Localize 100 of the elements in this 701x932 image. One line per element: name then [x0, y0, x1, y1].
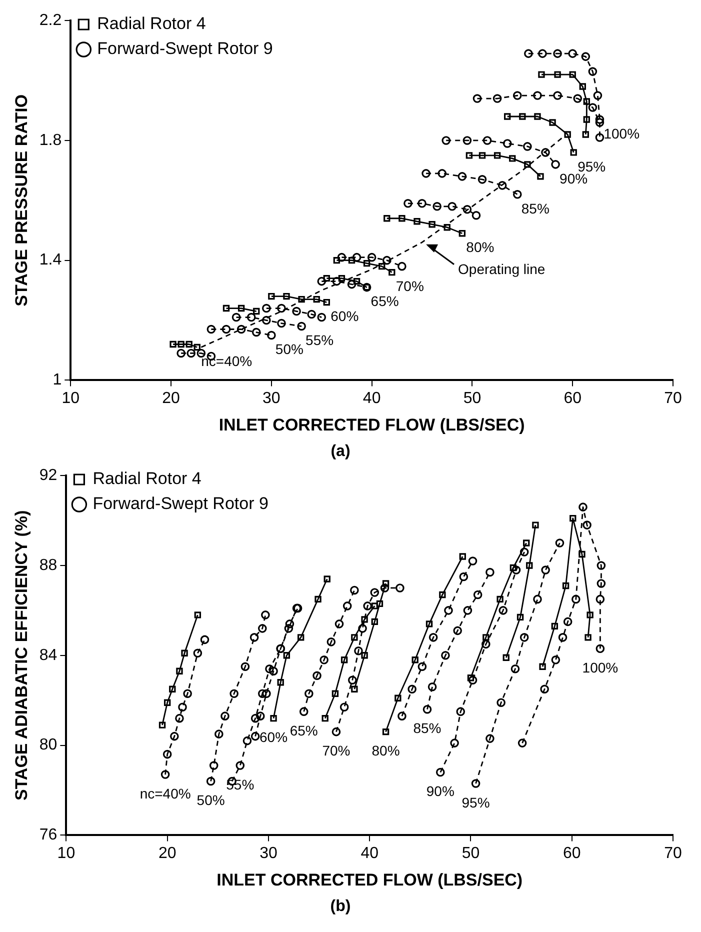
point	[549, 119, 556, 126]
point	[583, 98, 590, 105]
point	[467, 674, 474, 682]
point	[412, 656, 418, 664]
point	[570, 514, 576, 522]
point	[519, 113, 526, 120]
point	[526, 562, 533, 569]
point	[554, 71, 561, 78]
point	[414, 218, 420, 225]
x-tick-label: 60	[564, 390, 582, 408]
x-tick-label: 40	[362, 390, 381, 408]
point	[569, 71, 576, 78]
point	[181, 650, 188, 656]
y-tick-label: 1.8	[39, 132, 62, 149]
y-tick-label: 2.2	[39, 12, 62, 30]
point	[579, 83, 586, 90]
annotation: 70%	[322, 742, 350, 759]
annotation: nc=40%	[201, 353, 252, 370]
annotation: 85%	[521, 200, 550, 216]
annotation: 70%	[396, 278, 424, 294]
point	[340, 656, 348, 664]
point	[388, 268, 396, 276]
point	[510, 564, 517, 572]
y-tick-label: 84	[39, 646, 58, 664]
point	[158, 722, 166, 728]
point	[351, 634, 358, 641]
point	[459, 553, 466, 560]
point	[578, 550, 586, 558]
point	[277, 679, 284, 686]
x-tick-label: 70	[664, 390, 682, 408]
point	[332, 690, 339, 697]
annotation: 80%	[372, 742, 400, 759]
point	[398, 215, 406, 222]
y-tick-label: 92	[39, 467, 58, 484]
point	[586, 612, 594, 618]
x-tick-label: 40	[360, 845, 379, 862]
point	[322, 714, 328, 722]
legend-label: Forward-Swept Rotor 9	[97, 39, 273, 58]
point	[363, 260, 370, 267]
annotation: Operating line	[458, 261, 546, 278]
x-tick-label: 70	[664, 845, 682, 862]
point	[482, 634, 490, 641]
point	[516, 614, 524, 621]
y-tick-label: 1.4	[39, 252, 62, 269]
x-tick-label: 30	[262, 390, 280, 408]
point	[238, 304, 245, 312]
point	[504, 113, 511, 120]
point	[509, 155, 516, 162]
point	[564, 131, 571, 138]
point	[348, 256, 356, 264]
x-tick-label: 20	[162, 390, 180, 408]
point	[524, 161, 531, 168]
legend-label: Forward-Swept Rotor 9	[92, 494, 268, 514]
point	[313, 296, 320, 303]
text: (b)	[330, 898, 351, 915]
point	[494, 152, 501, 159]
point	[361, 652, 368, 659]
point	[532, 522, 539, 528]
x-axis-title: INLET CORRECTED FLOW (LBS/SEC)	[216, 870, 523, 890]
point	[537, 173, 544, 180]
point	[478, 152, 486, 159]
annotation: 65%	[290, 722, 318, 738]
point	[583, 116, 590, 123]
y-tick-label: 76	[39, 826, 58, 844]
point	[283, 292, 290, 300]
legend-label: Radial Rotor 4	[92, 469, 202, 488]
x-tick-label: 20	[158, 845, 176, 862]
point	[394, 694, 402, 702]
point	[361, 616, 368, 623]
point	[333, 256, 340, 264]
point	[496, 596, 504, 603]
x-tick-label: 60	[562, 845, 581, 862]
point	[384, 215, 390, 222]
annotation: nc=40%	[140, 785, 191, 802]
annotation: 60%	[330, 308, 359, 324]
point	[382, 728, 390, 736]
point	[539, 663, 546, 670]
point	[176, 668, 183, 674]
point	[534, 113, 541, 120]
annotation: 80%	[466, 239, 494, 256]
x-tick-label: 30	[260, 845, 278, 862]
point	[439, 591, 446, 598]
annotation: 50%	[275, 341, 304, 358]
point	[538, 71, 545, 78]
point	[323, 298, 330, 306]
y-tick-label: 1	[52, 372, 62, 389]
point	[169, 686, 176, 692]
point	[458, 230, 466, 237]
point	[523, 540, 530, 546]
annotation: 85%	[413, 720, 442, 736]
point	[551, 622, 558, 630]
point	[253, 308, 260, 315]
x-tick-label: 50	[463, 390, 482, 408]
point	[323, 274, 330, 282]
annotation: 100%	[582, 660, 618, 676]
y-axis-title: STAGE ADIABATIC EFFICIENCY (%)	[12, 510, 31, 801]
point	[502, 654, 510, 661]
point	[466, 152, 473, 159]
point	[584, 634, 592, 641]
point	[338, 274, 346, 282]
